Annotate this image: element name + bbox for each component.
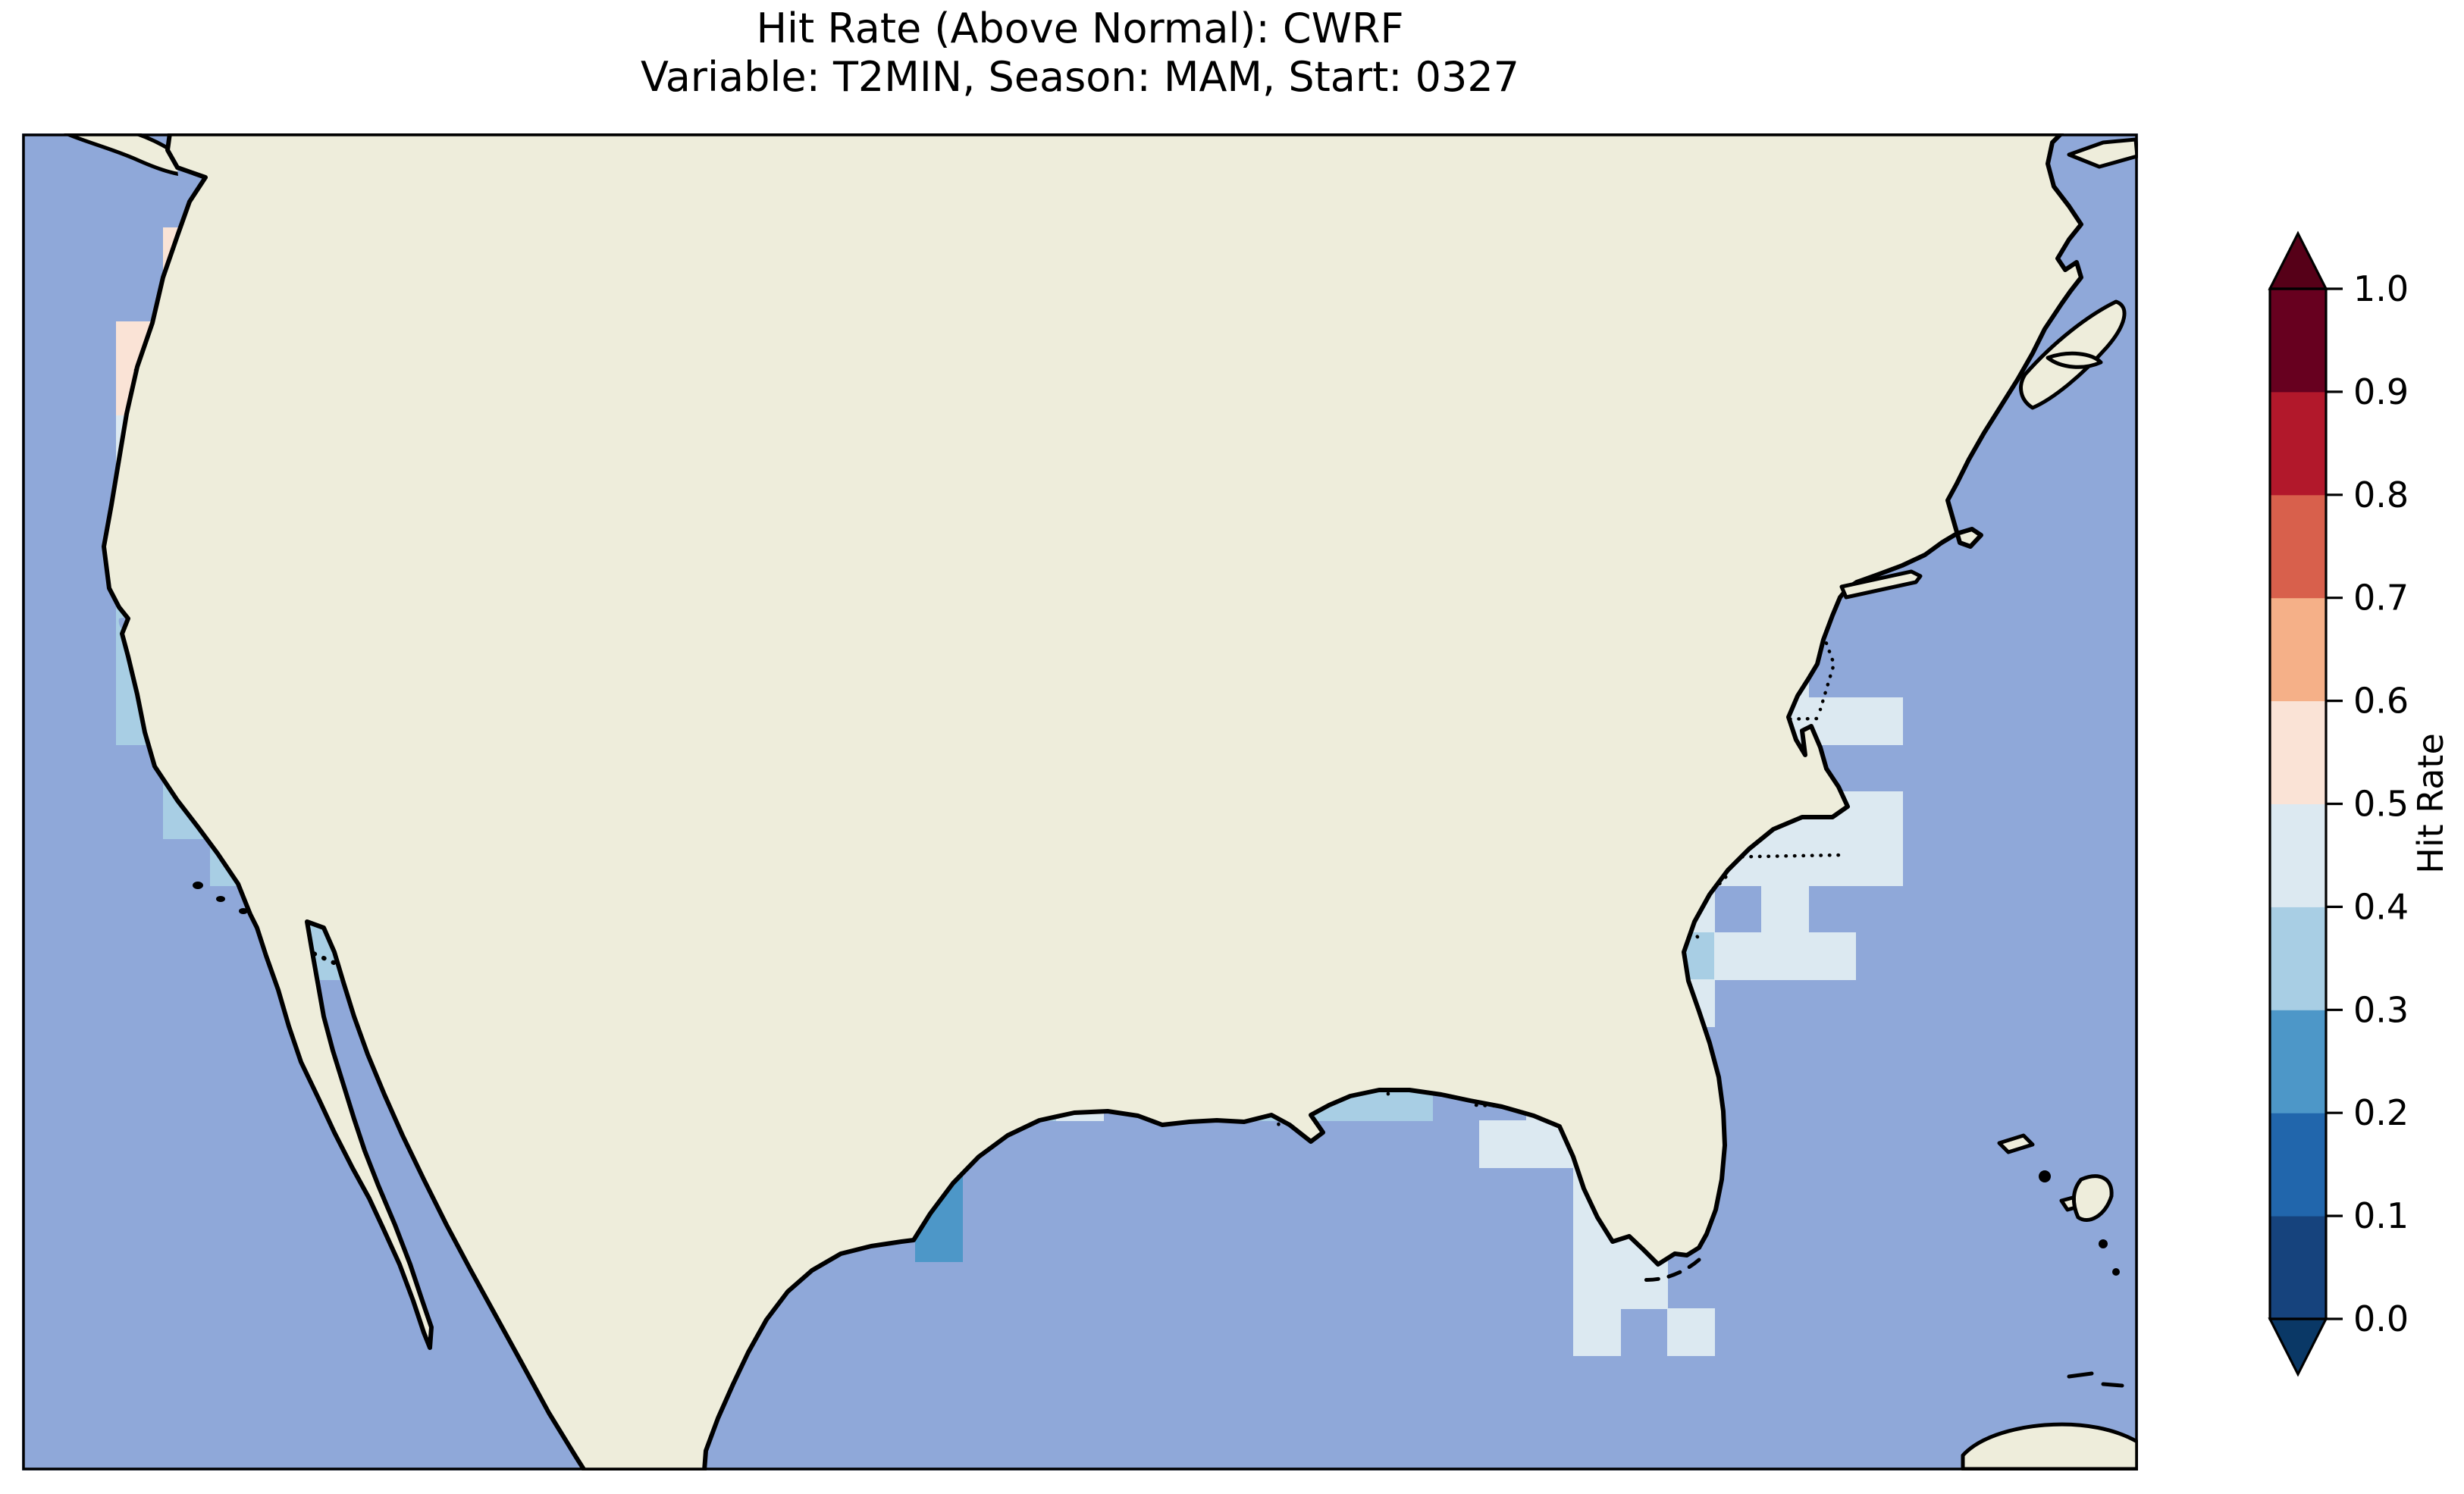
- colorbar-bin: [2270, 391, 2326, 496]
- colorbar-segments: [2268, 230, 2328, 1377]
- colorbar-tick-label: 0.4: [2353, 886, 2409, 927]
- colorbar: 1.0 0.9 0.8 0.7 0.6 0.5 0.4 0.3 0.2 0.1 0.0 Hit Ra…: [2268, 230, 2451, 1377]
- hit-rate-cell: [1573, 1261, 1621, 1309]
- channel-island-3: [239, 908, 248, 914]
- hit-rate-cell: [1761, 932, 1809, 980]
- bahamas-island-2: [2039, 1170, 2051, 1182]
- colorbar-tick-label: 0.5: [2353, 784, 2409, 825]
- colorbar-tick-label: 0.1: [2353, 1195, 2409, 1236]
- long-island: [1839, 569, 1923, 600]
- colorbar-bin: [2270, 1010, 2326, 1113]
- colorbar-tick-label: 0.2: [2353, 1092, 2409, 1133]
- florida-keys: [1638, 1258, 1701, 1283]
- title-line-2: Variable: T2MIN, Season: MAM, Start: 032…: [640, 53, 1520, 101]
- coastline-layer: [104, 133, 2138, 1471]
- colorbar-tick-label: 0.8: [2353, 475, 2409, 515]
- colorbar-bin: [2270, 1113, 2326, 1217]
- andros-island: [2072, 1174, 2114, 1222]
- hit-rate-cell: [1761, 885, 1809, 933]
- bahamas-island-4: [2099, 1239, 2108, 1248]
- cuba-north-keys: [2067, 1371, 2124, 1388]
- hit-rate-cell: [1714, 932, 1762, 980]
- us-map-plot: [22, 133, 2138, 1471]
- prince-edward-island: [2045, 351, 2103, 369]
- hit-rate-cell: [1620, 1261, 1668, 1309]
- colorbar-bin: [2270, 907, 2326, 1010]
- colorbar-tick-label: 0.0: [2353, 1298, 2409, 1339]
- colorbar-under-arrow: [2268, 1317, 2328, 1377]
- cuba: [1961, 1422, 2138, 1471]
- colorbar-bin: [2270, 700, 2326, 804]
- colorbar-bin: [2270, 289, 2326, 393]
- colorbar-tick-label: 0.7: [2353, 578, 2409, 619]
- title-line-1: Hit Rate (Above Normal): CWRF: [756, 5, 1404, 52]
- hit-rate-cell: [1573, 1308, 1621, 1356]
- colorbar-tick-label: 1.0: [2353, 268, 2409, 309]
- channel-island-1: [193, 882, 203, 889]
- map-frame: [22, 133, 2138, 1471]
- colorbar-tick-label: 0.9: [2353, 371, 2409, 412]
- colorbar-bin: [2270, 597, 2326, 702]
- colorbar-axis-label: Hit Rate: [2410, 733, 2451, 874]
- hit-rate-cell: [1808, 932, 1856, 980]
- figure-title: Hit Rate (Above Normal): CWRF Variable: …: [22, 5, 2138, 102]
- hit-rate-cell: [1667, 1308, 1715, 1356]
- colorbar-bin: [2270, 1216, 2326, 1320]
- colorbar-over-arrow: [2268, 230, 2328, 290]
- colorbar-bin: [2270, 494, 2326, 599]
- hit-rate-cell: [1479, 1120, 1527, 1168]
- hit-rate-cell: [1808, 838, 1856, 886]
- bahamas-island-5: [2112, 1268, 2120, 1276]
- bahamas-island-1: [1997, 1133, 2035, 1154]
- hit-rate-cell: [1855, 697, 1903, 745]
- colorbar-tick-label: 0.3: [2353, 989, 2409, 1030]
- colorbar-bin: [2270, 803, 2326, 907]
- hit-rate-cell: [1855, 838, 1903, 886]
- hit-rate-cell: [1761, 838, 1809, 886]
- colorbar-ticks: [2326, 287, 2343, 1320]
- channel-island-2: [216, 896, 225, 902]
- hit-rate-cell: [1855, 791, 1903, 839]
- colorbar-tick-labels: 1.0 0.9 0.8 0.7 0.6 0.5 0.4 0.3 0.2 0.1 0.0: [2353, 268, 2409, 1339]
- colorbar-tick-label: 0.6: [2353, 681, 2409, 722]
